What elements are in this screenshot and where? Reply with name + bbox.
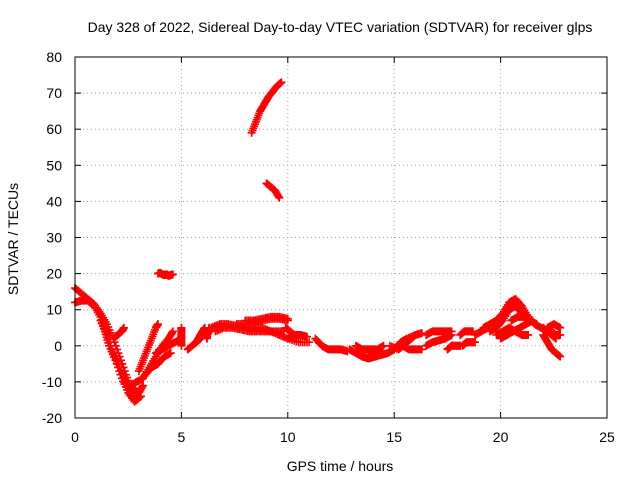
series-arc-04 xyxy=(109,323,128,343)
x-tick-label: 5 xyxy=(178,429,186,445)
series-arc-32 xyxy=(456,327,477,339)
data-point xyxy=(166,349,175,358)
series-arc-28 xyxy=(398,341,426,354)
y-tick-label: -20 xyxy=(42,410,62,426)
data-point xyxy=(471,338,480,347)
data-point xyxy=(302,332,311,341)
data-point xyxy=(153,320,162,329)
series-arc-38 xyxy=(496,316,537,343)
data-point xyxy=(105,338,114,347)
x-tick-label: 20 xyxy=(493,429,509,445)
y-axis-label: SDTVAR / TECUs xyxy=(5,183,21,295)
series-arc-30 xyxy=(422,330,456,350)
y-tick-label: 0 xyxy=(54,338,62,354)
data-point xyxy=(138,382,147,391)
chart-title: Day 328 of 2022, Sidereal Day-to-day VTE… xyxy=(88,19,593,35)
data-point xyxy=(417,329,426,338)
y-tick-label: 20 xyxy=(46,266,62,282)
data-points xyxy=(71,78,565,406)
data-point xyxy=(139,381,148,390)
y-tick-label: 40 xyxy=(46,193,62,209)
series-arc-27 xyxy=(390,329,426,354)
series-arc-29 xyxy=(422,327,456,339)
data-point xyxy=(108,345,117,354)
series-arc-41 xyxy=(539,330,565,361)
y-tick-label: 70 xyxy=(46,85,62,101)
series-arc-09 xyxy=(153,268,177,280)
series-arc-42 xyxy=(543,320,565,332)
data-point xyxy=(274,192,283,201)
data-point xyxy=(168,328,177,337)
y-tick-label: -10 xyxy=(42,374,62,390)
y-tick-label: 80 xyxy=(46,49,62,65)
x-axis-label: GPS time / hours xyxy=(287,458,394,474)
data-point xyxy=(556,330,565,339)
data-point xyxy=(283,314,292,323)
x-tick-label: 10 xyxy=(280,429,296,445)
series-arc-17 xyxy=(241,312,292,325)
series-arc-43 xyxy=(547,327,565,339)
x-tick-label: 25 xyxy=(599,429,615,445)
data-point xyxy=(177,323,186,332)
data-point xyxy=(168,327,177,336)
series-arc-06 xyxy=(134,320,162,376)
data-point xyxy=(532,320,541,329)
data-point xyxy=(275,193,284,202)
data-point xyxy=(417,345,426,354)
series-arc-07 xyxy=(141,349,175,379)
series-arc-25 xyxy=(364,341,388,361)
series-arc-13 xyxy=(202,323,214,343)
y-tick-label: 30 xyxy=(46,230,62,246)
data-point xyxy=(119,323,128,332)
series-arc-22 xyxy=(311,334,352,356)
series-arc-18 xyxy=(247,78,286,137)
series-arc-21 xyxy=(283,330,311,343)
data-point xyxy=(524,330,533,339)
x-tick-label: 15 xyxy=(386,429,402,445)
x-tick-label: 0 xyxy=(71,429,79,445)
data-point xyxy=(102,330,111,339)
series-arc-33 xyxy=(458,338,480,350)
y-tick-label: 50 xyxy=(46,157,62,173)
data-point xyxy=(277,78,286,87)
data-point xyxy=(556,323,565,332)
y-axis-ticks: -20 -10 0 10 20 30 40 50 60 70 80 xyxy=(42,49,607,426)
data-point xyxy=(106,341,115,350)
x-axis-ticks: 0 5 10 15 20 25 xyxy=(71,57,615,445)
data-point xyxy=(305,338,314,347)
data-point xyxy=(168,270,177,279)
data-point xyxy=(556,352,565,361)
series-arc-15 xyxy=(211,323,288,336)
y-tick-label: 10 xyxy=(46,302,62,318)
series-arc-39 xyxy=(507,312,541,329)
data-point xyxy=(447,330,456,339)
y-tick-label: 60 xyxy=(46,121,62,137)
series-arc-10 xyxy=(177,323,186,350)
series-arc-19 xyxy=(262,179,284,202)
